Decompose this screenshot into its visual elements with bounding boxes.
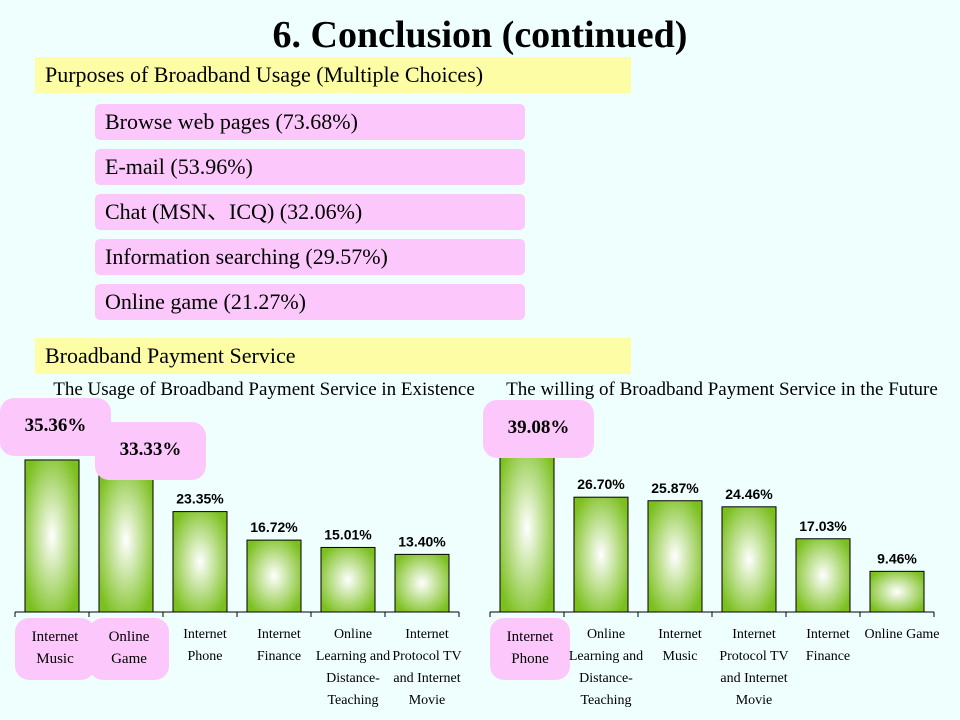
category-label: Internet Protocol TV and Internet Movie	[392, 627, 462, 708]
bar-5	[869, 570, 925, 613]
category-label: Online Learning and Distance-Teaching	[568, 627, 644, 708]
bar-value-label: 17.03%	[799, 518, 847, 534]
bar-value-label: 15.01%	[324, 526, 372, 542]
slide-title: 6. Conclusion (continued)	[272, 14, 688, 56]
category-label: Internet Protocol TV and Internet Movie	[719, 627, 789, 708]
bar-1	[98, 468, 154, 613]
left-chart-title: The Usage of Broadband Payment Service i…	[53, 379, 475, 400]
bar-3	[721, 506, 777, 613]
category-label: Internet Finance	[256, 627, 302, 664]
value-badge-online-game: 33.33%	[95, 422, 206, 480]
purposes-header: Purposes of Broadband Usage (Multiple Ch…	[35, 57, 631, 93]
bar-value-label: 9.46%	[877, 550, 917, 566]
payment-header: Broadband Payment Service	[35, 338, 631, 374]
bar-value-label: 24.46%	[725, 486, 773, 502]
bar-4	[795, 538, 851, 613]
bar-1	[573, 496, 629, 613]
bar-2	[172, 511, 228, 613]
bar-value-label: 26.70%	[577, 476, 625, 492]
bar-4	[320, 546, 376, 613]
category-label: Internet Finance	[805, 627, 851, 664]
category-label: Online Game	[864, 627, 940, 642]
left-bar-chart: 23.35% 16.72% 15.01% 13.40%	[14, 459, 460, 617]
bar-3	[246, 539, 302, 613]
category-badge: Online Game	[89, 618, 169, 680]
category-label: Internet Phone	[183, 627, 227, 664]
right-bar-chart: 26.70% 25.87% 24.46% 17.03% 9.46%	[489, 443, 935, 617]
category-label: Online Learning and Distance-Teaching	[315, 627, 391, 708]
category-label: Internet Music	[658, 627, 702, 664]
right-chart-title: The willing of Broadband Payment Service…	[506, 379, 938, 400]
bar-0	[24, 459, 80, 613]
category-badge: Internet Phone	[490, 618, 570, 680]
bar-value-label: 25.87%	[651, 480, 699, 496]
bar-0	[499, 443, 555, 613]
bar-5	[394, 553, 450, 613]
purpose-item-email: E-mail (53.96%)	[95, 149, 525, 185]
value-badge-internet-music: 35.36%	[0, 398, 111, 456]
purpose-item-browse: Browse web pages (73.68%)	[95, 104, 525, 140]
purpose-item-chat: Chat (MSN、ICQ) (32.06%)	[95, 194, 525, 230]
bar-2	[647, 500, 703, 613]
purpose-item-search: Information searching (29.57%)	[95, 239, 525, 275]
bar-value-label: 23.35%	[176, 491, 224, 507]
purpose-item-game: Online game (21.27%)	[95, 284, 525, 320]
bar-value-label: 13.40%	[398, 533, 446, 549]
category-badge: Internet Music	[15, 618, 95, 680]
bar-value-label: 16.72%	[250, 519, 298, 535]
value-badge-internet-phone: 39.08%	[483, 400, 594, 458]
